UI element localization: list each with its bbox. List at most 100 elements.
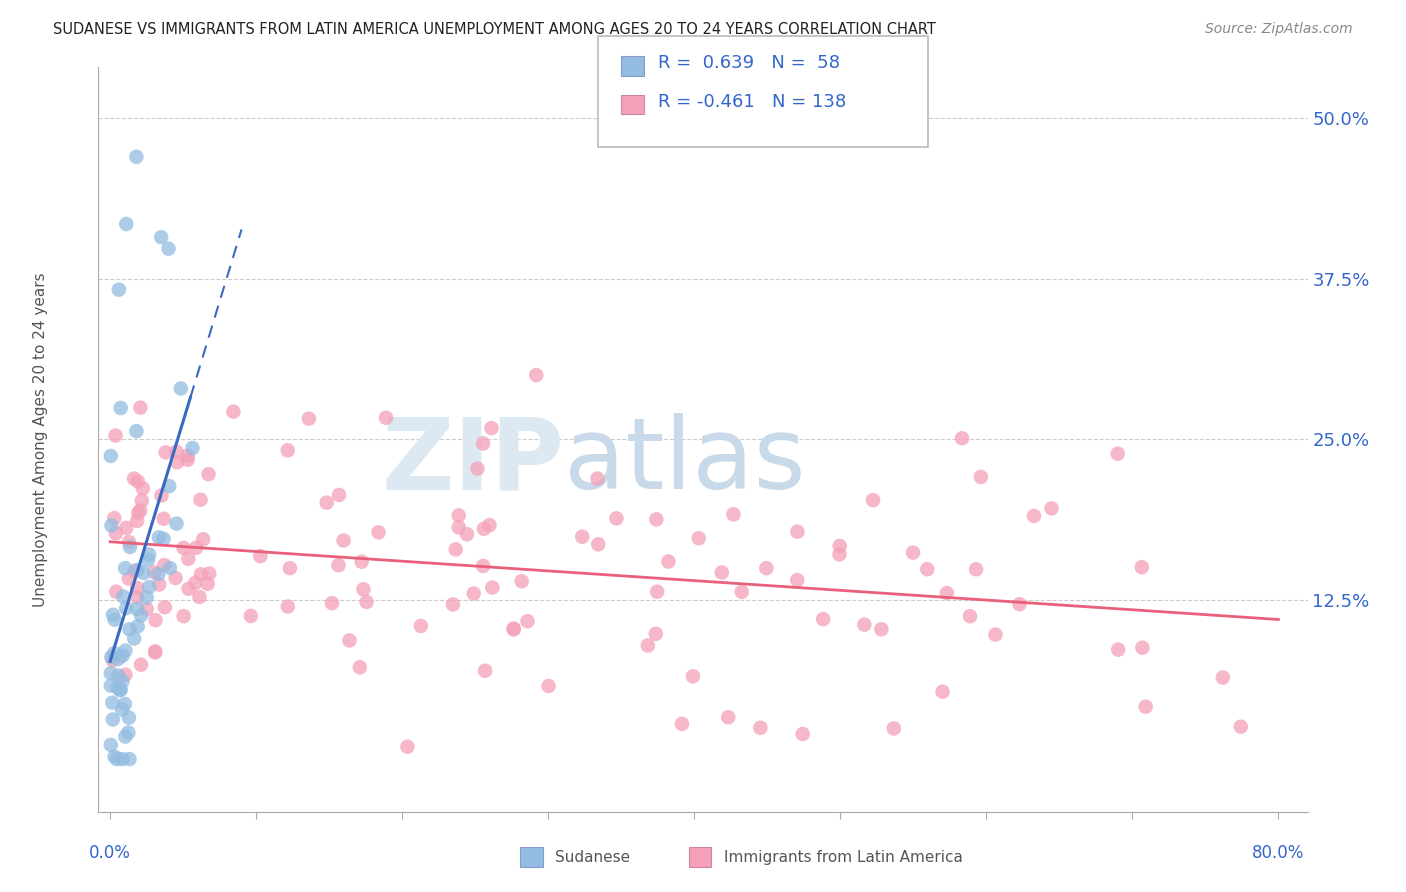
Point (153, 600, 176, 615)
Point (190, 492, 212, 507)
Point (100, 679, 122, 693)
Point (108, 283, 131, 297)
Text: SUDANESE VS IMMIGRANTS FROM LATIN AMERICA UNEMPLOYMENT AMONG AGES 20 TO 24 YEARS: SUDANESE VS IMMIGRANTS FROM LATIN AMERIC… (53, 22, 936, 37)
Point (101, 607, 124, 622)
Point (516, 614, 538, 628)
Point (786, 524, 808, 539)
Point (328, 558, 350, 573)
Point (101, 696, 124, 710)
Point (166, 455, 188, 469)
Point (131, 493, 153, 508)
Point (135, 591, 157, 605)
Point (132, 481, 155, 495)
Point (111, 752, 134, 766)
Point (108, 682, 131, 697)
Point (657, 555, 679, 569)
Point (481, 581, 503, 595)
Point (129, 401, 152, 415)
Point (353, 582, 375, 597)
Point (105, 584, 128, 599)
Point (222, 404, 245, 418)
Point (396, 739, 419, 754)
Point (170, 382, 193, 396)
Point (125, 150, 148, 164)
Point (135, 602, 157, 616)
Point (103, 511, 125, 525)
Point (153, 558, 176, 572)
Point (605, 511, 627, 525)
Point (155, 445, 177, 459)
Point (118, 711, 141, 725)
Point (870, 622, 893, 636)
Point (103, 646, 125, 660)
Point (786, 573, 808, 587)
Point (970, 470, 993, 484)
Point (136, 553, 159, 567)
Text: R =  0.639   N =  58: R = 0.639 N = 58 (658, 54, 839, 72)
Point (481, 421, 503, 435)
Point (931, 684, 953, 698)
Point (110, 401, 132, 415)
Point (127, 514, 149, 528)
Point (502, 622, 524, 636)
Point (117, 725, 139, 739)
Point (586, 471, 609, 485)
Point (157, 242, 180, 256)
Point (472, 559, 495, 574)
Point (321, 596, 343, 610)
Point (111, 648, 134, 663)
Point (349, 660, 371, 674)
Point (1135, 699, 1157, 714)
Point (148, 577, 170, 591)
Point (950, 431, 973, 445)
Point (356, 595, 378, 609)
Point (278, 561, 301, 575)
Point (114, 667, 136, 681)
Point (173, 541, 195, 555)
Point (103, 749, 125, 764)
Text: ZIP: ZIP (381, 413, 564, 510)
Point (157, 479, 180, 493)
Point (127, 581, 149, 595)
Point (1008, 597, 1031, 611)
Point (111, 703, 134, 717)
Point (188, 590, 211, 604)
Point (375, 410, 398, 425)
Point (100, 650, 122, 665)
Point (138, 580, 160, 594)
Point (915, 562, 938, 576)
Point (100, 666, 122, 681)
Point (1130, 560, 1153, 574)
Point (1212, 671, 1234, 685)
Point (124, 564, 146, 578)
Point (688, 531, 710, 545)
Point (883, 722, 905, 736)
Point (159, 561, 181, 575)
Point (447, 520, 470, 534)
Point (129, 503, 152, 517)
Point (197, 467, 219, 482)
Point (467, 461, 489, 475)
Point (853, 617, 876, 632)
Text: Sudanese: Sudanese (555, 850, 630, 864)
Point (143, 644, 166, 658)
Point (115, 601, 138, 615)
Point (644, 627, 666, 641)
Point (731, 584, 754, 599)
Point (177, 449, 200, 463)
Point (537, 679, 560, 693)
Point (129, 657, 152, 672)
Point (1107, 642, 1129, 657)
Point (239, 609, 262, 624)
Point (828, 539, 851, 553)
Point (152, 532, 174, 546)
Point (143, 566, 166, 580)
Point (114, 643, 136, 657)
Point (828, 547, 851, 561)
Point (502, 623, 524, 637)
Point (510, 574, 533, 589)
Point (456, 527, 478, 541)
Point (959, 609, 981, 624)
Point (193, 533, 215, 547)
Point (150, 230, 173, 244)
